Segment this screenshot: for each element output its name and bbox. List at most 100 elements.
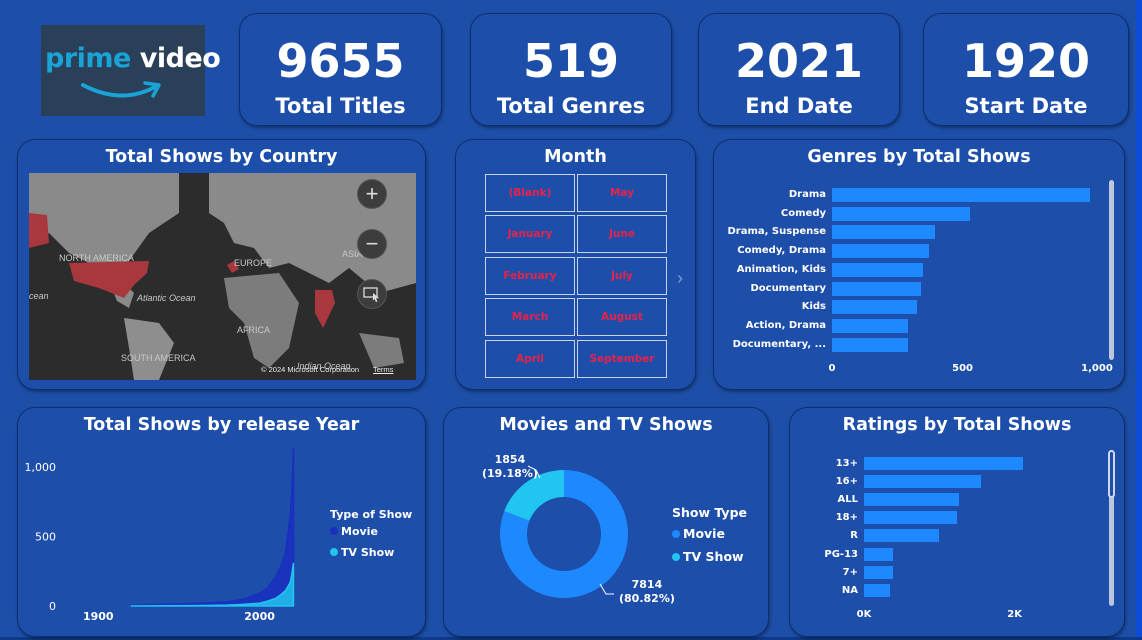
bar[interactable] bbox=[864, 493, 959, 507]
legend-label: Movie bbox=[341, 525, 378, 538]
bar[interactable] bbox=[864, 547, 894, 561]
zoom-in-button[interactable]: + bbox=[357, 179, 387, 209]
bar[interactable] bbox=[864, 457, 1023, 470]
donut-value: 1854 bbox=[494, 453, 526, 466]
window-edge bbox=[1136, 0, 1142, 640]
month-option[interactable]: August bbox=[577, 298, 667, 336]
legend-label: TV Show bbox=[341, 546, 395, 559]
bar[interactable] bbox=[864, 583, 890, 597]
bar[interactable] bbox=[832, 318, 908, 333]
area-series-movie[interactable] bbox=[129, 447, 295, 607]
kpi-value: 9655 bbox=[276, 34, 405, 88]
kpi-card-end-date: 2021 End Date bbox=[698, 13, 900, 126]
map-label: SOUTH AMERICA bbox=[121, 353, 196, 363]
bar[interactable] bbox=[832, 206, 971, 221]
map-label: Indian Ocean bbox=[297, 361, 351, 371]
chevron-right-icon[interactable]: › bbox=[677, 268, 683, 288]
legend-item-tv-show[interactable]: TV Show bbox=[672, 549, 744, 564]
window-edge-bottom bbox=[0, 637, 1142, 640]
axis-tick-label: 0 bbox=[828, 363, 836, 374]
bar[interactable] bbox=[864, 565, 893, 579]
month-slicer-title: Month bbox=[544, 147, 607, 167]
map-label: Atlantic Ocean bbox=[137, 293, 196, 303]
bar[interactable] bbox=[864, 511, 958, 525]
area-series-tv-show[interactable] bbox=[130, 562, 295, 607]
map-card: Total Shows by Country NORTH AMERICA EUR… bbox=[17, 139, 426, 390]
donut-slice-tv-show[interactable] bbox=[504, 470, 564, 521]
kpi-value: 1920 bbox=[961, 34, 1091, 88]
month-option[interactable]: September bbox=[577, 340, 667, 378]
legend-item-movie[interactable]: Movie bbox=[330, 525, 378, 538]
map-terms-link[interactable]: Terms bbox=[373, 365, 394, 374]
map-region-highlight bbox=[69, 261, 149, 298]
month-option[interactable]: April bbox=[485, 340, 575, 378]
bar[interactable] bbox=[832, 244, 929, 259]
bar-category-label: Drama, Suspense bbox=[727, 226, 827, 238]
movies-tv-title: Movies and TV Shows bbox=[499, 415, 713, 435]
y-tick-label: 500 bbox=[35, 530, 56, 543]
legend-dot bbox=[330, 548, 338, 556]
kpi-label: Total Titles bbox=[275, 94, 406, 118]
bar-category-label: ALL bbox=[837, 494, 858, 506]
bar-category-label: Documentary, ... bbox=[732, 338, 826, 350]
leader-line bbox=[599, 583, 614, 595]
legend-item-tv-show[interactable]: TV Show bbox=[330, 546, 394, 559]
map-label: cean bbox=[29, 291, 49, 301]
kpi-value: 2021 bbox=[734, 34, 864, 88]
month-option[interactable]: January bbox=[485, 215, 575, 253]
axis-tick-label: 1,000 bbox=[1081, 363, 1113, 374]
map-region-highlight bbox=[29, 213, 49, 248]
world-map[interactable]: NORTH AMERICA EUROPE ASIA Atlantic Ocean… bbox=[29, 173, 416, 380]
zoom-out-button[interactable]: − bbox=[357, 229, 387, 259]
kpi-value: 519 bbox=[522, 34, 620, 88]
donut-label-tv-show: 1854 (19.18%) bbox=[482, 453, 538, 481]
movies-tv-card: Movies and TV Shows 1854 (19.18%) 7814 (… bbox=[443, 407, 769, 637]
axis-tick-label: 2K bbox=[1007, 609, 1023, 620]
bar-category-label: R bbox=[850, 530, 858, 542]
bar[interactable] bbox=[832, 188, 1090, 202]
month-option[interactable]: July bbox=[577, 257, 667, 295]
bar[interactable] bbox=[832, 337, 908, 352]
legend-title: Show Type bbox=[672, 505, 748, 520]
month-option[interactable]: (Blank) bbox=[485, 174, 575, 212]
select-area-button[interactable] bbox=[357, 279, 387, 309]
bar[interactable] bbox=[832, 300, 918, 315]
donut-percent: (19.18%) bbox=[482, 467, 538, 480]
bar-category-label: PG-13 bbox=[824, 548, 858, 560]
legend-item-movie[interactable]: Movie bbox=[672, 526, 725, 541]
donut-percent: (80.82%) bbox=[619, 592, 675, 605]
ratings-scrollbar[interactable] bbox=[1109, 450, 1114, 606]
map-label: ASIA bbox=[342, 249, 363, 259]
bar-category-label: Comedy, Drama bbox=[737, 245, 826, 257]
month-option[interactable]: May bbox=[577, 174, 667, 212]
bar-category-label: 16+ bbox=[835, 476, 858, 488]
bar-category-label: Comedy bbox=[780, 207, 826, 219]
x-tick-label: 1900 bbox=[83, 610, 114, 623]
ratings-scrollbar-thumb[interactable] bbox=[1108, 450, 1115, 498]
month-option[interactable]: June bbox=[577, 215, 667, 253]
donut-slice-movie[interactable] bbox=[500, 470, 628, 598]
bar[interactable] bbox=[832, 225, 935, 240]
bar-category-label: Drama bbox=[788, 189, 826, 200]
ratings-card: Ratings by Total Shows 13+ 16+ ALL 18+ R PG-1… bbox=[789, 407, 1125, 637]
donut-label-movie: 7814 (80.82%) bbox=[619, 578, 675, 606]
map-region-highlight bbox=[227, 261, 239, 273]
map-label: EUROPE bbox=[234, 258, 273, 268]
x-tick-label: 2000 bbox=[244, 610, 275, 623]
bar-category-label: Action, Drama bbox=[745, 319, 826, 331]
axis-tick-label: 0K bbox=[856, 609, 872, 620]
map-label: AFRICA bbox=[237, 325, 271, 335]
genres-scrollbar[interactable] bbox=[1109, 180, 1114, 360]
bar[interactable] bbox=[864, 529, 940, 543]
legend-dot bbox=[672, 553, 680, 561]
map-label: NORTH AMERICA bbox=[59, 253, 134, 263]
map-title: Total Shows by Country bbox=[105, 147, 338, 167]
smile-arrow-icon bbox=[81, 81, 161, 98]
legend-dot bbox=[330, 527, 338, 535]
bar[interactable] bbox=[864, 475, 981, 489]
bar[interactable] bbox=[832, 281, 922, 296]
bar[interactable] bbox=[832, 262, 923, 277]
axis-tick-label: 500 bbox=[952, 363, 974, 374]
month-option[interactable]: March bbox=[485, 298, 575, 336]
month-option[interactable]: February bbox=[485, 257, 575, 295]
